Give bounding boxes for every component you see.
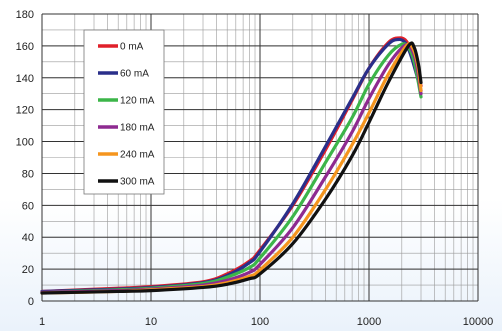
x-tick-label: 1 xyxy=(39,316,45,328)
y-tick-label: 180 xyxy=(16,9,34,21)
x-tick-label: 10 xyxy=(145,316,157,328)
legend-label: 120 mA xyxy=(120,96,155,107)
legend-label: 240 mA xyxy=(120,150,155,161)
y-axis-ticks: 0 20 40 60 80 100 120 140 160 180 xyxy=(16,9,34,308)
series-layer xyxy=(40,36,423,295)
legend: 0 mA 60 mA 120 mA 180 mA 240 mA 300 mA xyxy=(83,29,165,195)
x-tick-label: 10000 xyxy=(463,316,494,328)
legend-label: 180 mA xyxy=(120,123,155,134)
legend-box xyxy=(83,29,165,195)
x-tick-label: 1000 xyxy=(357,316,381,328)
y-tick-label: 40 xyxy=(22,232,34,244)
legend-label: 300 mA xyxy=(120,177,155,188)
y-tick-label: 140 xyxy=(16,73,34,85)
x-tick-label: 100 xyxy=(251,316,269,328)
y-tick-label: 20 xyxy=(22,264,34,276)
y-tick-label: 0 xyxy=(28,296,34,308)
x-axis-ticks: 1 10 100 1000 10000 xyxy=(39,316,493,328)
series-line-5 xyxy=(40,41,423,295)
y-tick-label: 100 xyxy=(16,137,34,149)
y-tick-label: 60 xyxy=(22,200,34,212)
y-tick-label: 80 xyxy=(22,168,34,180)
y-tick-label: 120 xyxy=(16,105,34,117)
legend-label: 60 mA xyxy=(120,69,149,80)
legend-label: 0 mA xyxy=(120,42,144,53)
y-tick-label: 160 xyxy=(16,41,34,53)
